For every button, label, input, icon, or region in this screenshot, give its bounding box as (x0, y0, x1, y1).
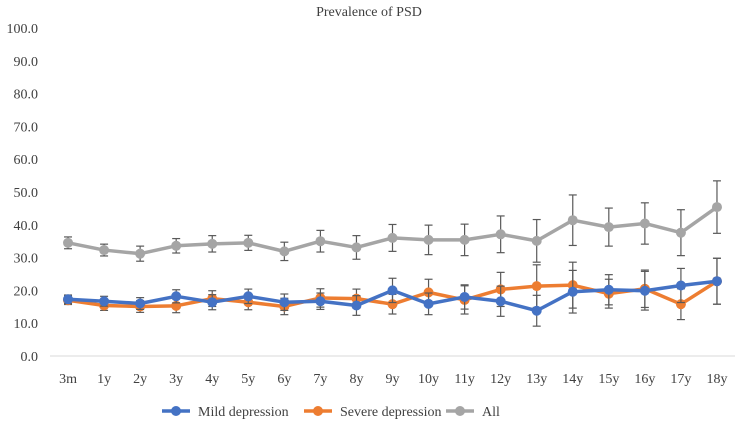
x-tick-label: 16y (634, 372, 655, 387)
y-tick-label: 0.0 (21, 350, 39, 365)
data-point (387, 299, 398, 310)
x-tick-label: 6y (277, 372, 291, 387)
data-point (315, 296, 326, 307)
data-point (675, 299, 686, 310)
data-point (351, 242, 362, 253)
data-point (675, 227, 686, 238)
x-tick-label: 17y (670, 372, 691, 387)
x-tick-label: 3y (169, 372, 183, 387)
data-point (387, 232, 398, 243)
data-point (423, 298, 434, 309)
data-point (207, 238, 218, 249)
data-point (279, 297, 290, 308)
data-point (531, 305, 542, 316)
data-point (135, 298, 146, 309)
data-point (243, 237, 254, 248)
legend-marker (171, 406, 181, 416)
chart-title: Prevalence of PSD (316, 5, 422, 20)
data-point (99, 245, 110, 256)
x-tick-label: 9y (386, 372, 400, 387)
data-point (63, 294, 74, 305)
data-point (171, 291, 182, 302)
data-point (567, 286, 578, 297)
x-tick-label: 3m (59, 372, 77, 387)
x-tick-label: 18y (706, 372, 727, 387)
data-point (639, 285, 650, 296)
data-point (495, 229, 506, 240)
y-tick-label: 10.0 (14, 317, 39, 332)
data-point (567, 215, 578, 226)
x-tick-label: 10y (418, 372, 439, 387)
x-tick-label: 11y (454, 372, 474, 387)
data-point (387, 285, 398, 296)
x-tick-label: 15y (598, 372, 619, 387)
x-tick-label: 1y (97, 372, 111, 387)
data-point (711, 276, 722, 287)
x-tick-label: 2y (133, 372, 147, 387)
data-point (495, 296, 506, 307)
data-point (315, 236, 326, 247)
data-point (531, 235, 542, 246)
data-point (423, 234, 434, 245)
data-point (711, 202, 722, 213)
data-point (243, 291, 254, 302)
data-point (675, 280, 686, 291)
x-tick-label: 13y (526, 372, 547, 387)
data-point (351, 300, 362, 311)
y-tick-label: 40.0 (14, 219, 39, 234)
legend-label: All (482, 405, 500, 420)
data-point (459, 234, 470, 245)
data-point (423, 287, 434, 298)
legend-marker (455, 406, 465, 416)
y-tick-label: 50.0 (14, 186, 39, 201)
data-point (207, 297, 218, 308)
y-tick-label: 30.0 (14, 252, 39, 267)
data-point (135, 248, 146, 259)
x-tick-label: 4y (205, 372, 219, 387)
y-tick-label: 70.0 (14, 120, 39, 135)
x-tick-label: 5y (241, 372, 255, 387)
data-point (63, 237, 74, 248)
y-tick-label: 60.0 (14, 153, 39, 168)
y-tick-label: 80.0 (14, 88, 39, 103)
x-tick-label: 12y (490, 372, 511, 387)
x-tick-label: 14y (562, 372, 583, 387)
data-point (603, 222, 614, 233)
y-tick-label: 20.0 (14, 284, 39, 299)
data-point (459, 291, 470, 302)
data-point (603, 284, 614, 295)
x-tick-label: 8y (349, 372, 363, 387)
legend-label: Severe depression (340, 405, 441, 420)
y-tick-label: 90.0 (14, 55, 39, 70)
data-point (639, 218, 650, 229)
x-tick-label: 7y (313, 372, 327, 387)
data-point (99, 296, 110, 307)
data-point (279, 246, 290, 257)
legend-label: Mild depression (198, 405, 289, 420)
y-tick-label: 100.0 (7, 22, 39, 37)
legend-marker (313, 406, 323, 416)
data-point (171, 240, 182, 251)
data-point (531, 281, 542, 292)
